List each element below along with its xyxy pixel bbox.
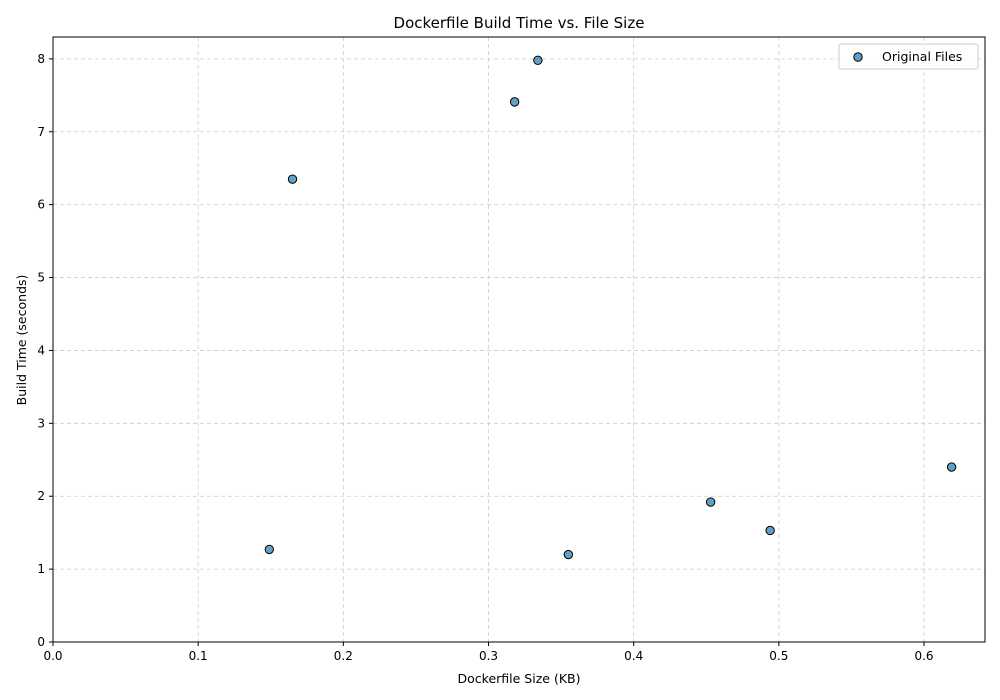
- plot-frame: [52, 36, 986, 643]
- y-tick-label: 3: [37, 416, 45, 430]
- x-axis-label: Dockerfile Size (KB): [458, 671, 581, 686]
- legend-label: Original Files: [882, 49, 962, 64]
- data-points: [264, 55, 957, 560]
- y-tick-label: 2: [37, 489, 45, 503]
- legend-marker: [853, 52, 863, 62]
- y-axis-label: Build Time (seconds): [14, 275, 29, 406]
- y-tick-label: 8: [37, 52, 45, 66]
- y-tick-label: 0: [37, 635, 45, 649]
- x-tick-label: 0.0: [43, 649, 62, 663]
- data-point: [264, 544, 275, 555]
- y-tick-label: 1: [37, 562, 45, 576]
- data-point: [563, 549, 574, 560]
- legend: Original Files: [838, 43, 979, 70]
- x-tick-label: 0.4: [624, 649, 643, 663]
- y-tick-label: 4: [37, 343, 45, 357]
- x-tick-label: 0.1: [189, 649, 208, 663]
- data-point: [765, 525, 775, 536]
- grid: [52, 37, 985, 643]
- x-tick-label: 0.2: [334, 649, 353, 663]
- data-point: [509, 97, 520, 107]
- x-tick-label: 0.3: [479, 649, 498, 663]
- chart-title: Dockerfile Build Time vs. File Size: [394, 14, 645, 32]
- y-tick-label: 7: [37, 125, 45, 139]
- x-tick-label: 0.5: [769, 649, 788, 663]
- y-tick-label: 5: [37, 271, 45, 285]
- data-point: [946, 462, 957, 472]
- data-point: [533, 55, 543, 66]
- y-axis-ticks: 0 1 2 3 4 5 6 7 8: [37, 52, 53, 649]
- legend-frame: [838, 43, 979, 70]
- data-point: [705, 497, 716, 507]
- x-tick-label: 0.6: [914, 649, 933, 663]
- y-tick-label: 6: [37, 198, 45, 212]
- x-axis-ticks: 0.0 0.1 0.2 0.3 0.4 0.5 0.6: [43, 642, 934, 663]
- data-point: [287, 174, 298, 184]
